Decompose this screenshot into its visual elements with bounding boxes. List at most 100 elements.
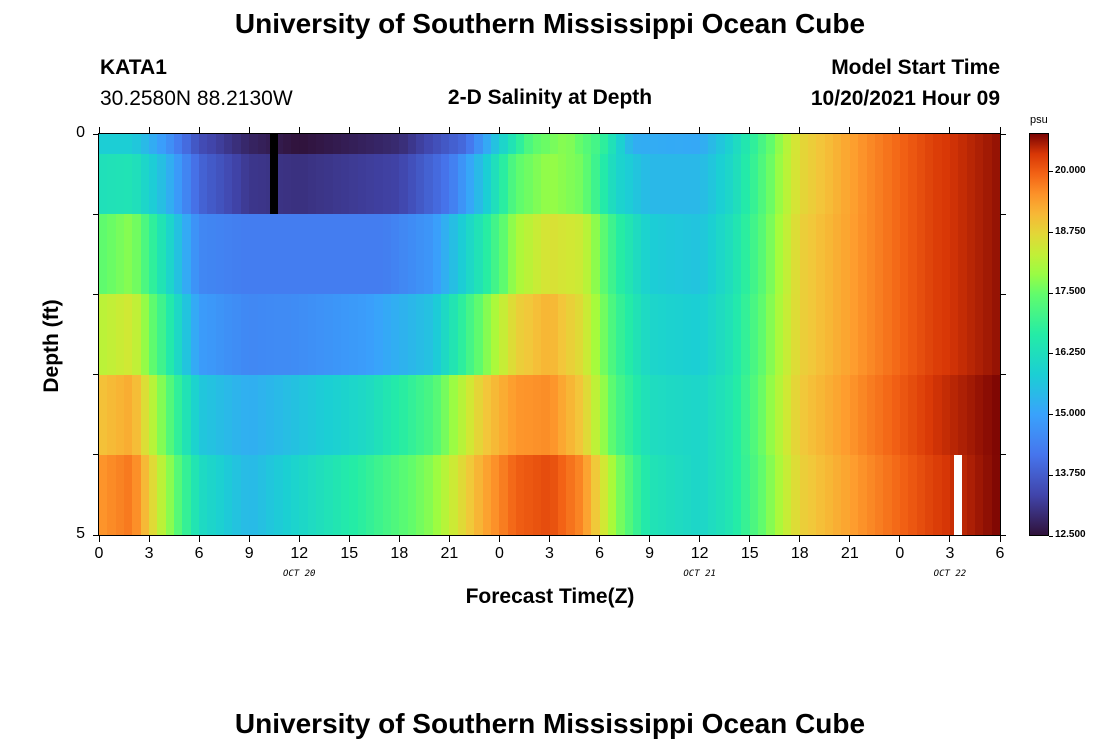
heatmap-cell — [541, 294, 551, 375]
heatmap-cell — [616, 214, 626, 294]
heatmap-cell — [132, 154, 142, 214]
colorbar-tick — [1049, 171, 1053, 173]
heatmap-cell — [675, 134, 684, 154]
heatmap-cell — [883, 154, 893, 214]
heatmap-cell — [883, 214, 893, 294]
salinity-heatmap — [99, 134, 1000, 535]
heatmap-cell — [566, 294, 576, 375]
heatmap-cell — [800, 154, 809, 214]
heatmap-cell — [825, 375, 834, 455]
heatmap-cell — [575, 134, 584, 154]
heatmap-cell — [124, 294, 133, 375]
heatmap-cell — [207, 455, 217, 535]
heatmap-cell — [766, 134, 776, 154]
x-tick-bottom — [448, 535, 450, 542]
heatmap-cell — [157, 294, 167, 375]
heatmap-cell — [174, 214, 183, 294]
heatmap-cell — [232, 375, 242, 455]
heatmap-cell — [116, 154, 125, 214]
heatmap-cell — [191, 134, 200, 154]
heatmap-cell — [174, 154, 183, 214]
heatmap-cell — [816, 455, 826, 535]
colorbar-tick-label: 20.000 — [1055, 164, 1086, 176]
x-tick-label: 3 — [545, 545, 554, 562]
heatmap-cell — [917, 294, 926, 375]
heatmap-cell — [833, 154, 842, 214]
heatmap-cell — [116, 294, 125, 375]
heatmap-cell — [166, 294, 175, 375]
heatmap-cell — [708, 455, 717, 535]
heatmap-cell — [308, 455, 317, 535]
heatmap-cell — [741, 214, 751, 294]
heatmap-cell — [191, 375, 200, 455]
heatmap-cell — [700, 294, 709, 375]
heatmap-cell — [600, 294, 609, 375]
heatmap-cell — [666, 294, 676, 375]
heatmap-cell — [157, 214, 167, 294]
heatmap-cell — [424, 294, 434, 375]
heatmap-cell — [249, 375, 259, 455]
heatmap-cell — [433, 214, 442, 294]
heatmap-cell — [583, 214, 592, 294]
heatmap-cell — [550, 134, 559, 154]
heatmap-cell — [750, 294, 759, 375]
heatmap-cell — [892, 294, 901, 375]
heatmap-cell — [166, 375, 175, 455]
heatmap-cell — [900, 455, 909, 535]
heatmap-cell — [408, 455, 417, 535]
heatmap-cell — [99, 154, 108, 214]
heatmap-cell — [825, 134, 834, 154]
heatmap-cell — [950, 154, 959, 214]
heatmap-cell — [499, 455, 509, 535]
heatmap-cell — [700, 455, 709, 535]
heatmap-cell — [550, 455, 559, 535]
heatmap-cell — [583, 455, 592, 535]
heatmap-cell — [299, 375, 309, 455]
heatmap-cell — [766, 375, 776, 455]
heatmap-cell — [191, 455, 200, 535]
heatmap-cell — [783, 154, 792, 214]
heatmap-cell — [875, 134, 884, 154]
heatmap-cell — [241, 375, 250, 455]
heatmap-cell — [933, 154, 943, 214]
heatmap-cell — [691, 214, 701, 294]
heatmap-cell — [508, 375, 517, 455]
heatmap-cell — [433, 455, 442, 535]
heatmap-cell — [733, 134, 742, 154]
heatmap-cell — [808, 134, 817, 154]
heatmap-cell — [157, 154, 167, 214]
heatmap-cell — [942, 375, 951, 455]
heatmap-cell — [900, 294, 909, 375]
heatmap-cell — [833, 294, 842, 375]
heatmap-cell — [358, 294, 367, 375]
heatmap-cell — [141, 375, 150, 455]
y-tick-label: 5 — [76, 525, 85, 542]
heatmap-cell — [241, 154, 250, 214]
heatmap-cell — [658, 294, 667, 375]
heatmap-cell — [658, 154, 667, 214]
heatmap-cell — [132, 375, 142, 455]
x-tick-bottom — [999, 535, 1001, 542]
heatmap-cell — [591, 455, 601, 535]
x-tick-label: 15 — [340, 545, 359, 562]
x-tick-top — [398, 127, 400, 134]
heatmap-cell — [800, 294, 809, 375]
heatmap-cell — [741, 375, 751, 455]
heatmap-cell — [733, 214, 742, 294]
y-tick-right — [1000, 293, 1006, 295]
heatmap-cell — [583, 154, 592, 214]
heatmap-cell — [141, 134, 150, 154]
heatmap-cell — [616, 154, 626, 214]
heatmap-cell — [324, 455, 334, 535]
heatmap-cell — [224, 214, 233, 294]
heatmap-cell — [441, 134, 450, 154]
heatmap-cell — [558, 375, 567, 455]
colorbar-tick — [1049, 414, 1053, 416]
page-title-bottom: University of Southern Mississippi Ocean… — [234, 708, 866, 739]
heatmap-cell — [791, 134, 801, 154]
heatmap-cell — [816, 134, 826, 154]
heatmap-cell — [99, 214, 108, 294]
heatmap-cell — [608, 375, 617, 455]
heatmap-cell — [449, 134, 459, 154]
heatmap-cell — [349, 134, 359, 154]
